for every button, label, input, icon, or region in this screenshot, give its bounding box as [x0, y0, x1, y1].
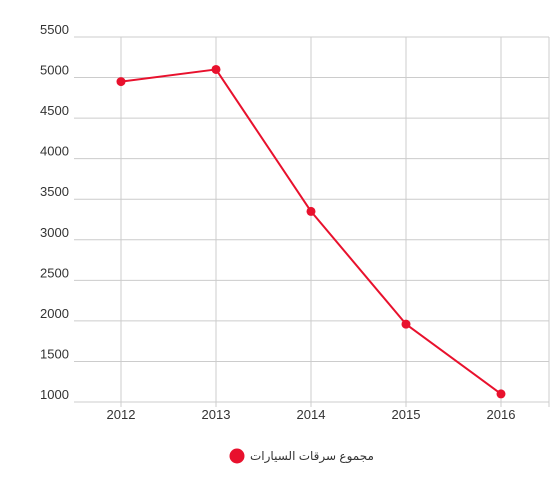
- y-tick-label: 5500: [40, 22, 69, 37]
- y-tick-label: 1500: [40, 346, 69, 361]
- x-axis-ticks: 2012 2013 2014 2015 2016: [107, 407, 516, 422]
- legend-marker[interactable]: [229, 448, 245, 464]
- x-tick-label: 2012: [107, 407, 136, 422]
- x-tick-label: 2016: [487, 407, 516, 422]
- y-tick-label: 4000: [40, 144, 69, 159]
- legend[interactable]: مجموع سرقات السيارات: [229, 448, 374, 465]
- data-point[interactable]: [401, 319, 411, 329]
- y-axis-ticks: 1000 1500 2000 2500 3000 3500 4000 4500 5000 5500: [40, 22, 69, 402]
- y-tick-label: 1000: [40, 387, 69, 402]
- data-point[interactable]: [211, 64, 221, 74]
- y-tick-label: 4500: [40, 103, 69, 118]
- y-tick-label: 2000: [40, 306, 69, 321]
- data-point[interactable]: [116, 77, 126, 87]
- y-tick-label: 2500: [40, 265, 69, 280]
- y-tick-label: 5000: [40, 63, 69, 78]
- grid-lines: [74, 36, 550, 407]
- series-layer: [116, 64, 506, 399]
- y-tick-label: 3000: [40, 225, 69, 240]
- x-tick-label: 2013: [202, 407, 231, 422]
- legend-label: مجموع سرقات السيارات: [250, 449, 374, 464]
- data-point[interactable]: [306, 206, 316, 216]
- x-tick-label: 2014: [297, 407, 326, 422]
- y-tick-label: 3500: [40, 184, 69, 199]
- x-tick-label: 2015: [392, 407, 421, 422]
- data-point[interactable]: [496, 389, 506, 399]
